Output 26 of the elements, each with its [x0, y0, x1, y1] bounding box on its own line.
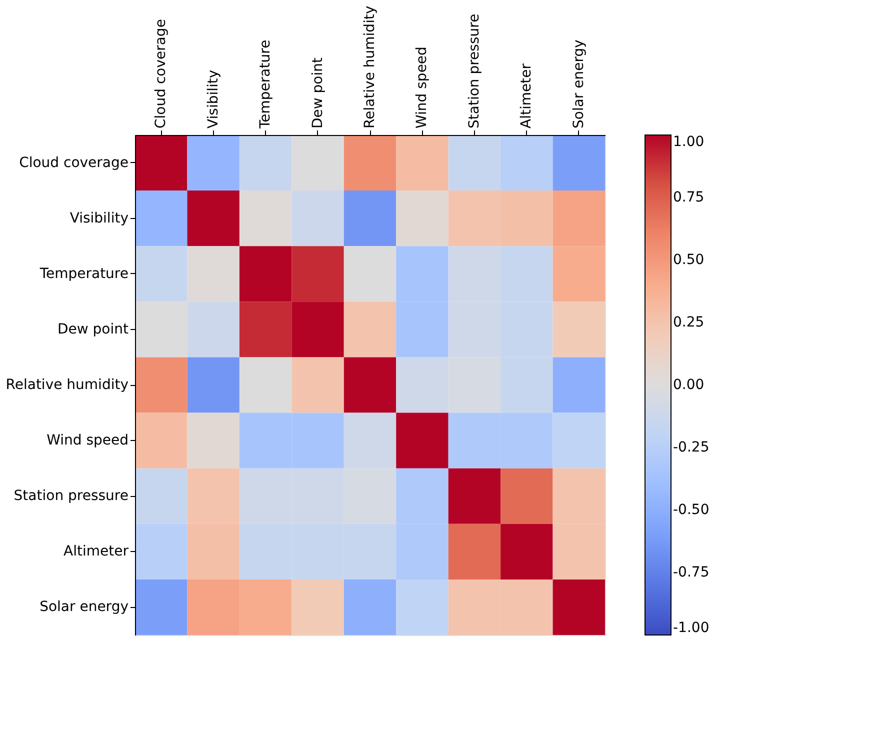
color-bar-label: -1.00	[673, 620, 710, 636]
x-tick-label: Dew point	[310, 56, 326, 128]
color-bar-label: -0.75	[673, 564, 710, 580]
x-tick-label: Solar energy	[570, 40, 587, 128]
y-tick-label: Visibility	[70, 210, 128, 226]
x-tick-label: Relative humidity	[362, 6, 378, 128]
y-tick-label: Cloud coverage	[19, 154, 128, 171]
y-tick-label: Station pressure	[14, 488, 128, 504]
color-bar-label: 1.00	[673, 134, 704, 150]
y-tick-label: Solar energy	[40, 599, 128, 616]
color-bar-label: 0.75	[673, 190, 704, 206]
x-tick-label: Station pressure	[466, 14, 482, 128]
color-bar-label: 0.50	[673, 252, 704, 268]
x-tick-label: Visibility	[205, 70, 222, 128]
x-tick-label: Wind speed	[414, 46, 430, 128]
x-tick-label: Temperature	[258, 40, 274, 130]
color-bar-label: -0.50	[673, 502, 710, 518]
y-tick-label: Altimeter	[64, 544, 129, 560]
color-bar-label: 0.00	[673, 377, 704, 393]
y-tick-label: Relative humidity	[6, 377, 128, 393]
y-tick-label: Dew point	[58, 321, 130, 338]
x-tick-label: Altimeter	[518, 63, 535, 128]
color-bar-label: -0.25	[673, 440, 710, 456]
y-tick-label: Temperature	[38, 266, 128, 282]
y-tick-label: Wind speed	[46, 432, 128, 449]
color-bar-label: 0.25	[673, 314, 704, 330]
